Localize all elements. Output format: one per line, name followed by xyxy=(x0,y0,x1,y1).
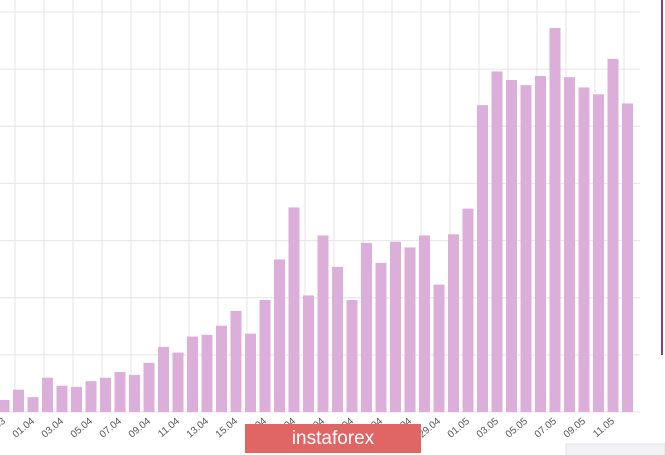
bar xyxy=(578,87,590,412)
bar xyxy=(433,284,445,412)
x-tick-label: 01.04 xyxy=(11,416,38,441)
bar xyxy=(448,234,459,412)
x-tick-label: 09.05 xyxy=(562,416,589,441)
bar xyxy=(564,77,575,413)
x-tick-label: 30.03 xyxy=(0,416,8,441)
bar xyxy=(172,352,184,412)
bar xyxy=(419,235,430,412)
bar xyxy=(404,247,416,412)
bar xyxy=(361,242,372,412)
x-tick-label: 13.04 xyxy=(185,416,212,441)
bar xyxy=(535,76,546,412)
x-tick-label: 11.04 xyxy=(156,416,182,440)
bar xyxy=(462,208,474,412)
bar xyxy=(593,94,604,413)
x-tick-label: 05.04 xyxy=(69,416,96,441)
bar xyxy=(303,295,314,412)
bar xyxy=(477,105,488,413)
bar xyxy=(346,300,358,412)
bar xyxy=(288,207,300,412)
bar xyxy=(143,362,155,412)
x-tick-label: 03.04 xyxy=(40,416,67,441)
bar xyxy=(0,400,10,412)
x-tick-label: 07.04 xyxy=(98,416,125,441)
x-tick-label: 03.05 xyxy=(475,416,502,441)
bar xyxy=(42,377,53,412)
bar xyxy=(158,346,169,412)
bar xyxy=(85,381,97,412)
bar xyxy=(317,235,329,412)
bar xyxy=(520,85,532,413)
bar xyxy=(114,372,126,412)
bar xyxy=(100,377,111,412)
bar xyxy=(549,28,561,412)
bar xyxy=(129,374,140,412)
x-tick-label: 01.05 xyxy=(446,416,473,441)
bar xyxy=(506,80,517,412)
bar xyxy=(245,333,256,412)
bar xyxy=(259,300,271,412)
bar xyxy=(375,262,387,412)
x-tick-label: 11.05 xyxy=(591,416,617,440)
bar xyxy=(332,266,343,412)
bar xyxy=(230,310,242,412)
watermark: instaforex xyxy=(292,428,375,449)
bar xyxy=(13,389,24,412)
bar xyxy=(216,325,227,412)
x-tick-label: 07.05 xyxy=(533,416,560,441)
bar xyxy=(27,397,39,412)
bar xyxy=(187,336,198,412)
bar xyxy=(274,259,285,412)
x-tick-label: 09.04 xyxy=(127,416,154,441)
bar xyxy=(71,386,82,412)
bar xyxy=(607,58,619,412)
bar xyxy=(56,385,68,412)
bar xyxy=(491,71,503,412)
bar xyxy=(390,241,401,412)
watermark-banner xyxy=(245,424,421,453)
bar xyxy=(622,103,633,412)
bar xyxy=(201,334,213,412)
x-tick-label: 15.04 xyxy=(214,416,241,441)
x-tick-label: 05.05 xyxy=(504,416,531,441)
corner-box xyxy=(565,443,665,455)
